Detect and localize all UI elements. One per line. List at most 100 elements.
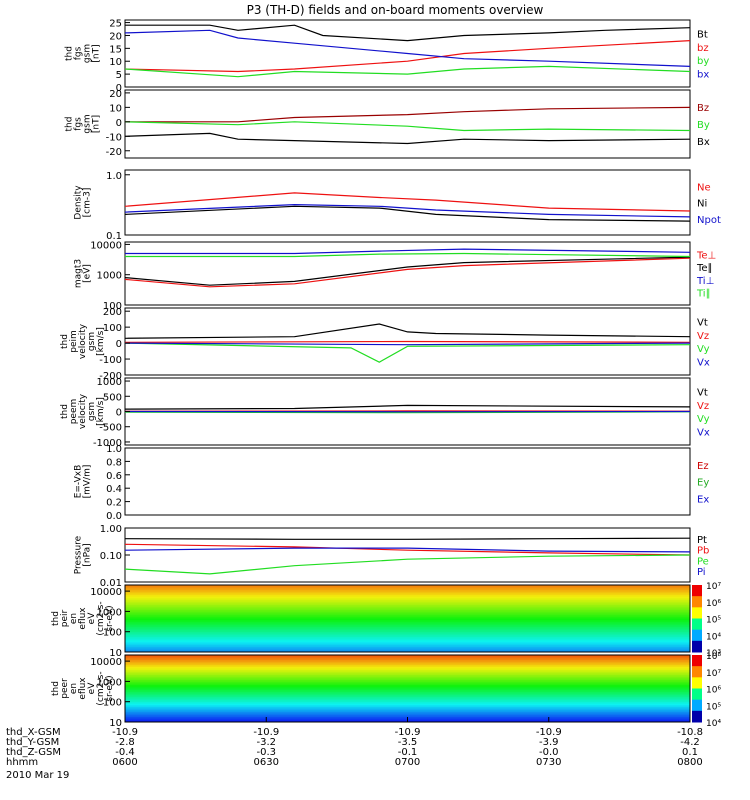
colorbar-segment bbox=[692, 596, 702, 608]
y-axis-label-line: en bbox=[69, 613, 79, 624]
y-tick-label: 1000 bbox=[97, 377, 122, 388]
colorbar-tick-label: 10⁴ bbox=[706, 719, 721, 729]
y-axis-label-line: peem bbox=[69, 399, 79, 425]
panel-temperature: 100 1000 10000 magt3[eV] Te⊥Te∥ Ti⊥Ti∥ bbox=[74, 240, 717, 312]
x-tick-label: -3.2 bbox=[256, 737, 276, 748]
y-tick-label: 10 bbox=[109, 718, 122, 729]
spectrogram-band bbox=[125, 708, 690, 711]
x-row-label: thd_Z-GSM bbox=[6, 747, 61, 758]
y-axis-label: thdpeerenefluxeV(cm2-s-sr-eV) bbox=[51, 671, 115, 705]
colorbar-segment bbox=[692, 677, 702, 689]
y-tick-label: -1000 bbox=[93, 438, 122, 449]
y-axis-label-line: thd bbox=[51, 681, 61, 696]
spectrogram-band bbox=[125, 693, 690, 696]
spectrogram-band bbox=[125, 600, 690, 603]
y-axis-label-line: thd bbox=[65, 117, 75, 132]
spectrogram-band bbox=[125, 711, 690, 715]
y-axis-label: E=-VxB[mV/m] bbox=[74, 465, 93, 499]
y-axis-label-line: thd bbox=[51, 611, 61, 626]
spectrogram-band bbox=[125, 615, 690, 618]
y-axis-label: Density[cm-3] bbox=[74, 185, 93, 220]
spectrogram-band bbox=[125, 665, 690, 668]
y-tick-label: 0.10 bbox=[100, 551, 122, 562]
y-tick-label: -20 bbox=[106, 147, 122, 158]
series-Te⊥-line bbox=[124, 257, 691, 288]
panel-peer-efux: 10⁴ 10⁵ 10⁶ 10⁷ 10⁸ 10 100 1000 10000 thdpeerenef… bbox=[51, 652, 721, 729]
y-axis-label-line: fgs bbox=[74, 117, 84, 131]
spectrogram-band bbox=[125, 656, 690, 659]
legend-Bt: Bt bbox=[697, 29, 708, 40]
legend-Ez: Ez bbox=[697, 461, 709, 472]
colorbar-segment bbox=[692, 710, 702, 723]
series-Te∥-line bbox=[124, 256, 691, 286]
legend-Vz: Vz bbox=[697, 331, 709, 342]
spectrogram-band bbox=[125, 703, 690, 706]
y-tick-label: -500 bbox=[99, 423, 122, 434]
y-axis-label-line: velocity bbox=[78, 393, 88, 429]
colorbar-tick-label: 10⁴ bbox=[706, 632, 721, 642]
panel-efield: 0.0 0.2 0.4 0.6 0.8 1.0 E=-VxB[mV/m] Ez Ey Ex bbox=[74, 444, 710, 522]
y-axis-label-line: thd bbox=[60, 334, 70, 349]
y-axis-label-line: eflux bbox=[78, 677, 88, 700]
spectrogram-band bbox=[125, 613, 690, 616]
series-bz-line bbox=[124, 40, 691, 73]
y-tick-label: 500 bbox=[103, 392, 122, 403]
spectrogram-band bbox=[125, 616, 690, 619]
legend-Vy: Vy bbox=[697, 344, 710, 355]
legend-Bx: Bx bbox=[697, 137, 710, 148]
y-axis-label-line: [km/s] bbox=[96, 327, 106, 356]
spectrogram-band bbox=[125, 663, 690, 666]
y-tick-label: 1000 bbox=[97, 271, 122, 282]
spectrogram-band bbox=[125, 655, 690, 658]
colorbar-tick-label: 10⁶ bbox=[706, 686, 721, 696]
colorbar-tick-label: 10⁵ bbox=[706, 616, 721, 626]
y-axis-label-line: [km/s] bbox=[96, 397, 106, 426]
spectrogram-band bbox=[125, 686, 690, 689]
spectrogram-band bbox=[125, 636, 690, 640]
series-Pb-line bbox=[124, 543, 691, 556]
series-Bz-line bbox=[125, 106, 691, 123]
spectrogram-band bbox=[125, 605, 690, 608]
panel-frame bbox=[124, 447, 691, 516]
y-tick-label: 0.0 bbox=[106, 511, 122, 522]
spectrogram-band bbox=[125, 611, 690, 614]
panel-frame bbox=[124, 584, 691, 653]
spectrogram-band bbox=[125, 673, 690, 676]
spectrogram-band bbox=[125, 640, 690, 643]
spectrogram-band bbox=[125, 643, 690, 646]
spectrogram-band bbox=[125, 696, 690, 700]
legend-by: by bbox=[697, 56, 709, 67]
y-tick-label: 0.8 bbox=[106, 457, 122, 468]
legend-Pi: Pi bbox=[697, 567, 706, 578]
y-tick-label: 15 bbox=[109, 44, 122, 55]
series-Vt-line bbox=[124, 323, 691, 339]
y-axis-label-line: [cm-3] bbox=[83, 188, 93, 218]
y-axis-label-line: peim bbox=[69, 330, 79, 353]
legend-Ti⊥: Ti⊥ bbox=[696, 276, 714, 287]
panel-fgs-gsm-signed: -20 -10 0 10 20 thdfgsgsm[nT] Bz By Bx bbox=[65, 89, 710, 159]
y-tick-label: 0.6 bbox=[106, 471, 122, 482]
spectrogram-band bbox=[125, 681, 690, 684]
y-axis-label-line: velocity bbox=[78, 323, 88, 359]
spectrogram-band bbox=[125, 691, 690, 695]
spectrogram-band bbox=[125, 700, 690, 703]
legend-Te∥: Te∥ bbox=[696, 263, 713, 274]
y-axis-label-line: fgs bbox=[74, 46, 84, 60]
x-axis-group: thd_X-GSM -10.9 -10.9 -10.9 -10.9 -10.8 thd_Y-… bbox=[6, 717, 703, 768]
x-row-label: hhmm bbox=[6, 757, 38, 768]
series-By-line bbox=[124, 121, 691, 132]
spectrogram-band bbox=[125, 710, 690, 713]
y-axis-label: thdfgsgsm[nT] bbox=[65, 44, 102, 63]
y-tick-label: 20 bbox=[109, 31, 122, 42]
y-axis-label-line: gsm bbox=[87, 332, 97, 351]
y-axis-label-line: sr-eV) bbox=[105, 675, 115, 701]
x-row-label: thd_X-GSM bbox=[6, 727, 61, 738]
y-tick-label: 0.1 bbox=[106, 231, 122, 242]
x-tick-label: -10.9 bbox=[112, 727, 138, 738]
series-Vt-line bbox=[124, 404, 691, 410]
spectrogram-band bbox=[125, 635, 690, 638]
x-tick-label: 0630 bbox=[254, 757, 279, 768]
x-tick-label: 0.1 bbox=[682, 747, 698, 758]
y-axis-label: thdpeirenefluxeV(cm2-s-sr-eV) bbox=[51, 601, 115, 635]
y-axis-label-line: sr-eV) bbox=[105, 605, 115, 631]
